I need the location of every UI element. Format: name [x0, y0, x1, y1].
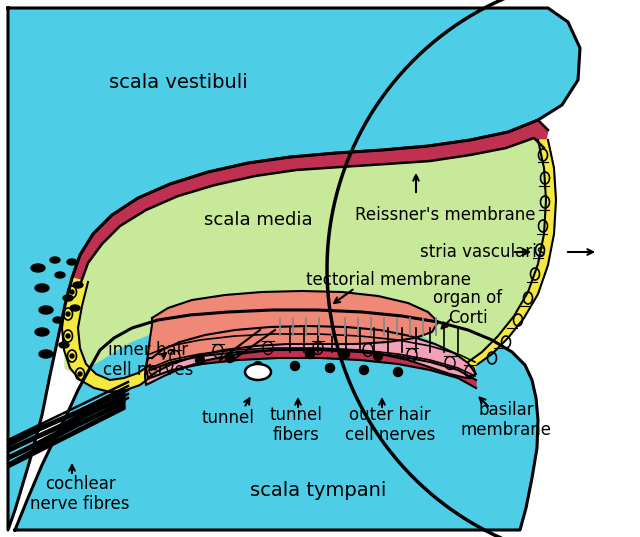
Ellipse shape	[31, 264, 45, 272]
Text: outer hair
cell nerves: outer hair cell nerves	[345, 405, 435, 445]
Circle shape	[305, 350, 314, 359]
Ellipse shape	[63, 295, 73, 301]
Circle shape	[78, 372, 82, 376]
Ellipse shape	[35, 328, 49, 336]
Circle shape	[225, 353, 234, 362]
Circle shape	[253, 361, 262, 371]
Ellipse shape	[50, 257, 60, 263]
Text: Reissner's membrane: Reissner's membrane	[355, 206, 535, 224]
Text: tunnel: tunnel	[202, 409, 255, 427]
Polygon shape	[65, 120, 556, 372]
Polygon shape	[150, 350, 476, 388]
Ellipse shape	[67, 259, 77, 265]
Polygon shape	[8, 395, 125, 452]
Polygon shape	[145, 326, 476, 385]
Circle shape	[340, 350, 349, 359]
Circle shape	[66, 334, 70, 338]
Ellipse shape	[35, 284, 49, 292]
Polygon shape	[62, 278, 152, 392]
Circle shape	[70, 290, 74, 294]
Circle shape	[70, 354, 74, 358]
Circle shape	[374, 352, 383, 360]
Circle shape	[195, 355, 205, 365]
Text: basilar
membrane: basilar membrane	[461, 401, 552, 439]
Text: scala vestibuli: scala vestibuli	[109, 72, 248, 91]
Ellipse shape	[59, 342, 69, 348]
Polygon shape	[8, 405, 125, 468]
Polygon shape	[8, 8, 580, 530]
Text: scala media: scala media	[204, 211, 312, 229]
Text: cochlear
nerve fibres: cochlear nerve fibres	[30, 475, 130, 513]
Polygon shape	[327, 0, 640, 537]
Ellipse shape	[70, 305, 80, 311]
Polygon shape	[8, 400, 125, 460]
Ellipse shape	[245, 364, 271, 380]
Ellipse shape	[55, 272, 65, 278]
Circle shape	[360, 366, 369, 374]
Polygon shape	[468, 140, 556, 364]
Ellipse shape	[53, 317, 63, 323]
Ellipse shape	[39, 350, 53, 358]
Ellipse shape	[39, 306, 53, 314]
Polygon shape	[15, 310, 538, 530]
Text: tunnel
fibers: tunnel fibers	[269, 405, 323, 445]
Polygon shape	[150, 334, 475, 376]
Circle shape	[326, 364, 335, 373]
Text: scala tympani: scala tympani	[250, 481, 386, 499]
Polygon shape	[146, 291, 438, 378]
Text: stria vascularis: stria vascularis	[420, 243, 546, 261]
Text: organ of
Corti: organ of Corti	[433, 288, 502, 328]
Polygon shape	[8, 390, 125, 444]
Text: tectorial membrane: tectorial membrane	[305, 271, 470, 289]
Circle shape	[394, 367, 403, 376]
Circle shape	[66, 312, 70, 316]
Ellipse shape	[73, 282, 83, 288]
Text: inner hair
cell nerves: inner hair cell nerves	[103, 340, 193, 380]
Polygon shape	[72, 120, 548, 285]
Circle shape	[291, 361, 300, 371]
